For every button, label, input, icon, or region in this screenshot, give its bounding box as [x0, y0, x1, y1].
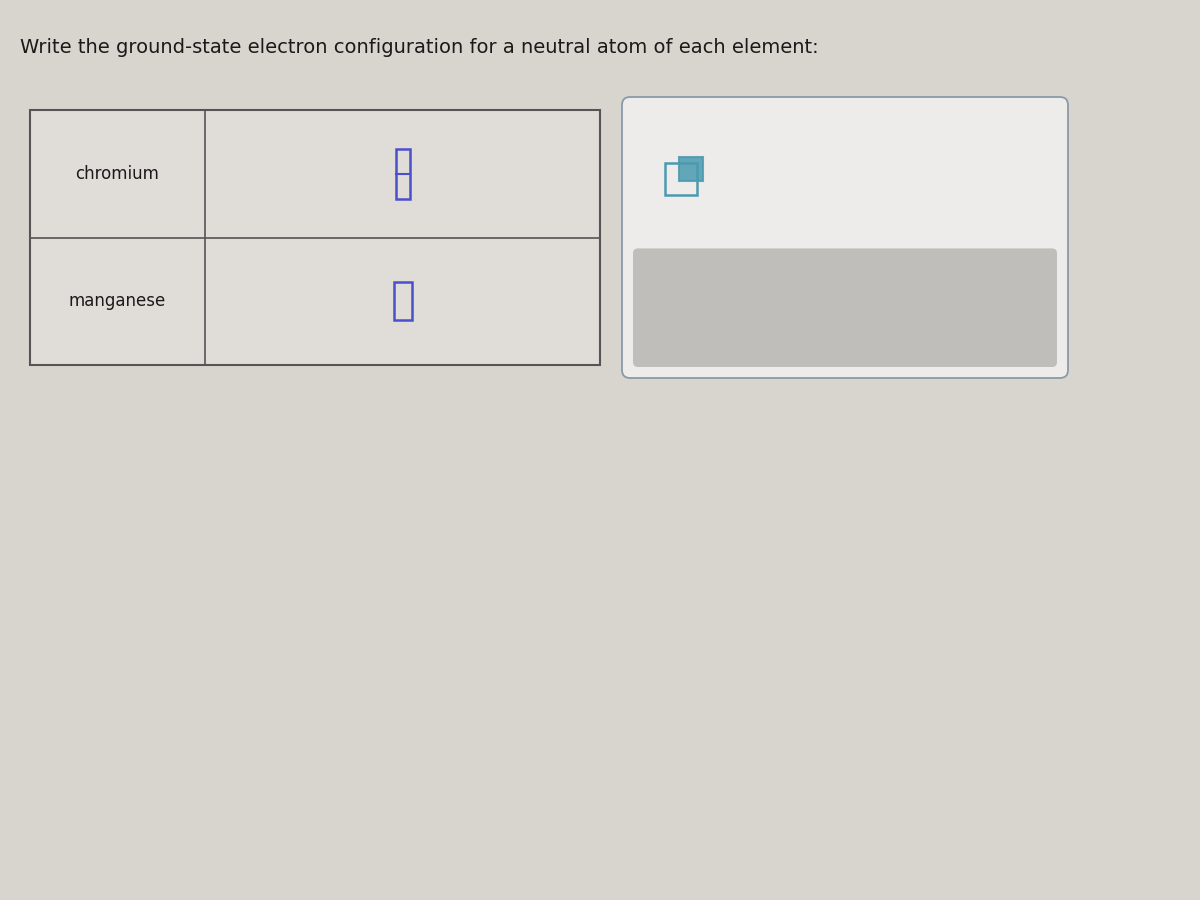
Text: X: X: [762, 293, 781, 321]
Bar: [394, 283, 412, 320]
Text: ↺: ↺: [905, 293, 931, 322]
Text: Write the ground-state electron configuration for a neutral atom of each element: Write the ground-state electron configur…: [20, 38, 818, 57]
Bar: [665, 163, 697, 195]
Bar: [679, 157, 703, 181]
Bar: [30, 110, 600, 365]
Bar: [396, 148, 409, 199]
FancyBboxPatch shape: [622, 97, 1068, 378]
Text: manganese: manganese: [68, 292, 166, 310]
Text: chromium: chromium: [76, 165, 160, 183]
FancyBboxPatch shape: [634, 248, 1057, 367]
